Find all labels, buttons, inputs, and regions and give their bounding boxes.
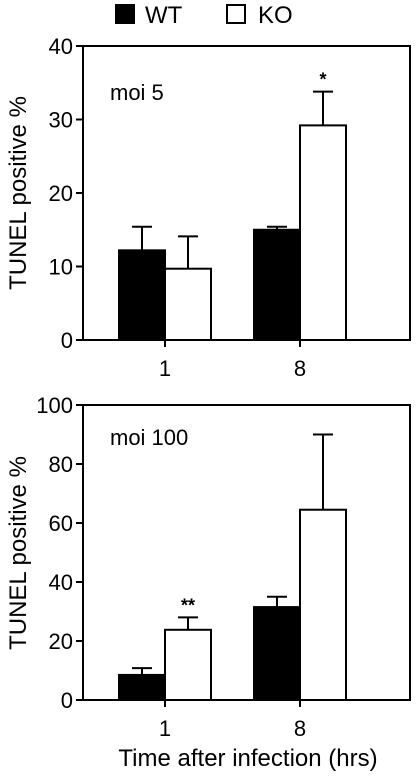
legend-label-ko: KO xyxy=(258,2,293,29)
y-tick-label: 20 xyxy=(49,629,73,654)
y-tick-label: 100 xyxy=(36,393,73,418)
bar-ko xyxy=(164,628,212,701)
bar-wt xyxy=(253,228,301,341)
x-tick-label: 1 xyxy=(159,716,171,741)
y-tick-label: 60 xyxy=(49,511,73,536)
legend: WT KO xyxy=(115,2,293,29)
y-tick-label: 80 xyxy=(49,452,73,477)
y-axis-label: TUNEL positive % xyxy=(5,96,32,290)
y-tick-label: 40 xyxy=(49,34,73,59)
panel-label: moi 100 xyxy=(110,425,188,450)
legend-label-wt: WT xyxy=(145,2,183,29)
x-tick-label: 8 xyxy=(294,716,306,741)
plot-frame xyxy=(82,404,411,701)
bar-wt xyxy=(118,249,166,341)
y-tick-label: 40 xyxy=(49,570,73,595)
legend-swatch-wt xyxy=(115,4,135,24)
bar-wt xyxy=(118,673,166,701)
y-tick-label: 10 xyxy=(49,255,73,280)
x-axis-label: Time after infection (hrs) xyxy=(118,745,377,772)
bar-ko xyxy=(299,124,347,341)
bar-ko xyxy=(164,267,212,341)
legend-swatch-ko xyxy=(226,4,246,24)
x-tick-label: 8 xyxy=(294,356,306,381)
significance-marker: ** xyxy=(181,595,195,615)
y-axis-label: TUNEL positive % xyxy=(5,456,32,650)
y-tick-label: 0 xyxy=(61,328,73,353)
bar-ko xyxy=(299,508,347,701)
y-tick-label: 30 xyxy=(49,108,73,133)
chart-panel-moi5: TUNEL positive % moi 5 0 10 20 30 40 1 8 * xyxy=(5,34,411,381)
significance-marker: * xyxy=(319,70,326,90)
bar-wt xyxy=(253,606,301,702)
chart-panel-moi100: TUNEL positive % moi 100 0 20 40 60 80 100 1 8 *… xyxy=(5,393,411,741)
x-tick-label: 1 xyxy=(159,356,171,381)
y-tick-label: 20 xyxy=(49,181,73,206)
y-tick-label: 0 xyxy=(61,688,73,713)
panel-label: moi 5 xyxy=(110,80,164,105)
